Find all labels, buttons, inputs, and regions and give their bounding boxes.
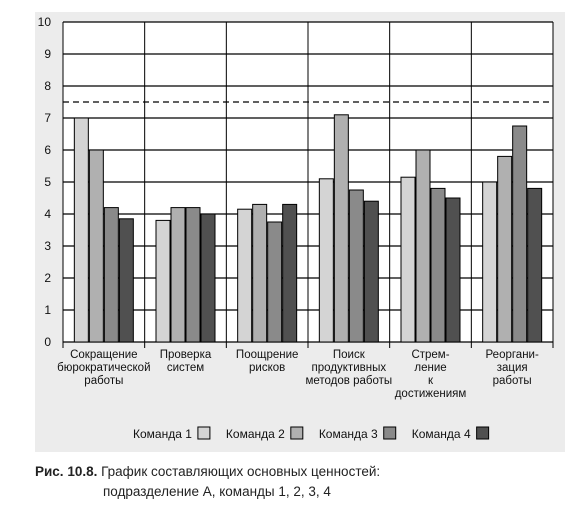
bar xyxy=(415,149,431,343)
bar xyxy=(118,218,134,343)
category-label: Поиск xyxy=(333,349,366,361)
legend-swatch xyxy=(476,426,490,440)
y-tick-label: 0 xyxy=(44,335,51,349)
y-tick-label: 6 xyxy=(44,143,51,157)
bar xyxy=(527,187,543,343)
category-label: достижениям xyxy=(395,388,467,400)
legend-label: Команда 3 xyxy=(319,427,378,441)
caption-line-2: подразделение А, команды 1, 2, 3, 4 xyxy=(103,484,331,499)
category-label: Реоргани- xyxy=(486,349,539,361)
category-label: Стрем- xyxy=(411,349,449,361)
bar xyxy=(482,181,498,343)
bar xyxy=(170,207,186,343)
category-label: систем xyxy=(167,362,204,374)
bar xyxy=(185,207,201,343)
legend-swatch xyxy=(290,426,304,440)
bar xyxy=(252,203,268,343)
category-label: Поощрение xyxy=(236,349,298,361)
legend-label: Команда 4 xyxy=(412,427,471,441)
bar xyxy=(363,200,379,343)
bar xyxy=(497,155,513,343)
bar xyxy=(200,213,216,343)
y-tick-label: 4 xyxy=(44,207,51,221)
bar xyxy=(88,149,104,343)
y-tick-label: 10 xyxy=(38,15,52,29)
y-tick-label: 8 xyxy=(44,79,51,93)
legend-label: Команда 2 xyxy=(226,427,285,441)
bar xyxy=(155,219,171,343)
category-label: к xyxy=(428,375,434,387)
caption-label: Рис. 10.8. xyxy=(35,464,98,479)
figure-caption: Рис. 10.8. График составляющих основных … xyxy=(35,462,565,502)
category-label: зация xyxy=(497,362,528,374)
bar xyxy=(73,117,89,343)
category-label: работы xyxy=(493,375,532,387)
category-label: работы xyxy=(84,375,123,387)
legend-label: Команда 1 xyxy=(133,427,192,441)
bar xyxy=(430,187,446,343)
caption-line-1: График составляющих основных ценностей: xyxy=(101,464,381,479)
y-tick-label: 5 xyxy=(44,175,51,189)
bar xyxy=(333,114,349,343)
y-tick-label: 9 xyxy=(44,47,51,61)
legend-swatch xyxy=(197,426,211,440)
bar xyxy=(400,176,416,343)
bar xyxy=(267,221,283,343)
y-tick-label: 3 xyxy=(44,239,51,253)
category-label: Проверка xyxy=(160,349,212,361)
bar xyxy=(348,189,364,343)
bar xyxy=(512,125,528,343)
bar xyxy=(103,207,119,343)
bar xyxy=(445,197,461,343)
category-label: продуктивных xyxy=(312,362,387,374)
legend-swatch xyxy=(383,426,397,440)
category-label: рисков xyxy=(249,362,285,374)
bar xyxy=(237,208,253,343)
bar xyxy=(282,203,298,343)
category-label: методов работы xyxy=(305,375,392,387)
category-label: Сокращение xyxy=(70,349,137,361)
y-tick-label: 2 xyxy=(44,271,51,285)
bar xyxy=(318,178,334,343)
y-tick-label: 7 xyxy=(44,111,51,125)
category-label: ление xyxy=(414,362,446,374)
category-label: бюрократической xyxy=(57,362,150,374)
y-tick-label: 1 xyxy=(44,303,51,317)
